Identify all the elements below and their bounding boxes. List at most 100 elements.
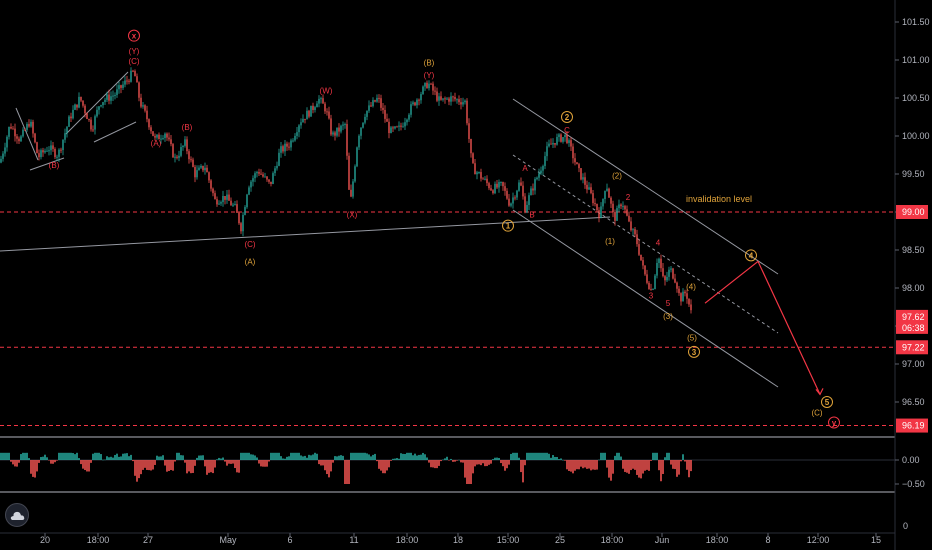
wave-label: 1 <box>506 222 511 231</box>
oscillator-bar <box>448 460 450 461</box>
wave-label: (5) <box>687 333 697 342</box>
oscillator-bar <box>48 460 50 461</box>
oscillator-bar <box>646 460 648 470</box>
candle-body <box>620 204 622 207</box>
candle-body <box>168 137 170 140</box>
price-axis[interactable]: 101.50 101.00 100.50 100.00 99.50 99.00 98.50 9… <box>895 17 930 531</box>
candle-body <box>600 206 602 218</box>
oscillator-bar <box>500 460 502 464</box>
candle-body <box>278 152 280 166</box>
oscillator-bar <box>180 455 182 460</box>
oscillator-bar <box>146 460 148 470</box>
oscillator-bar <box>182 455 184 460</box>
candle-body <box>576 162 578 165</box>
candle-body <box>414 102 416 106</box>
oscillator-bar <box>462 460 464 463</box>
candle-body <box>506 190 508 199</box>
wave-label: 5 <box>825 398 830 407</box>
candle-body <box>336 127 338 136</box>
oscillator-bar <box>324 460 326 471</box>
candle-body <box>146 110 148 120</box>
candle-body <box>186 139 188 152</box>
candle-body <box>432 83 434 91</box>
candle-body <box>2 153 4 159</box>
oscillator-bar <box>186 460 188 474</box>
candle-body <box>12 128 14 130</box>
oscillator-bar <box>686 460 688 470</box>
oscillator-bar <box>532 452 534 460</box>
oscillator-bar <box>116 453 118 460</box>
candle-body <box>32 121 34 134</box>
oscillator-bar <box>358 452 360 460</box>
candle-body <box>342 124 344 126</box>
oscillator-bar <box>660 460 662 482</box>
oscillator-bar <box>658 460 660 471</box>
oscillator-bar <box>366 453 368 460</box>
oscillator-bar <box>354 452 356 460</box>
price-level-badge <box>896 205 928 219</box>
candle-body <box>454 97 456 100</box>
oscillator-bar <box>190 460 192 474</box>
candle-body <box>526 204 528 213</box>
candle-body <box>34 133 36 143</box>
oscillator-bar <box>230 460 232 464</box>
oscillator-bar <box>252 454 254 460</box>
time-tick-label: 8 <box>765 535 770 545</box>
candle-body <box>280 146 282 153</box>
oscillator-bar <box>420 454 422 460</box>
candle-body <box>510 203 512 206</box>
candle-body <box>276 165 278 169</box>
candle-body <box>64 133 66 140</box>
wave-label: (B) <box>424 58 435 67</box>
oscillator-bar <box>220 458 222 460</box>
oscillator-bar <box>538 452 540 460</box>
wave-label: C <box>564 126 570 135</box>
time-axis[interactable]: 20 18:00 27 May 6 11 18:00 18 15:00 25 18:00 Jun 18:… <box>40 533 881 545</box>
oscillator-bar <box>444 458 446 460</box>
oscillator-bar <box>494 457 496 460</box>
oscillator-bar <box>492 459 494 460</box>
candle-body <box>402 126 404 128</box>
price-tick-label: 98.50 <box>902 245 925 255</box>
candle-body <box>444 98 446 100</box>
candle-body <box>358 135 360 148</box>
candle-body <box>602 199 604 207</box>
candle-body <box>466 100 468 124</box>
candle-body <box>94 116 96 130</box>
price-tick-label: 101.00 <box>902 55 930 65</box>
oscillator-bar <box>634 460 636 470</box>
candle-body <box>348 155 350 190</box>
oscillator-bar <box>648 460 650 471</box>
oscillator-bar <box>254 455 256 460</box>
oscillator-bar <box>418 454 420 460</box>
oscillator-bar <box>380 460 382 471</box>
tradingview-logo[interactable] <box>5 503 29 527</box>
candle-body <box>26 124 28 130</box>
oscillator-bar <box>664 457 666 460</box>
oscillator-bar <box>622 460 624 469</box>
candle-body <box>590 187 592 194</box>
oscillator-bar <box>542 452 544 460</box>
oscillator-bar <box>206 460 208 475</box>
candle-body <box>164 133 166 139</box>
candle-body <box>642 260 644 266</box>
candle-body <box>372 100 374 107</box>
oscillator-bar <box>422 452 424 460</box>
oscillator-bar <box>260 460 262 467</box>
candle-body <box>676 282 678 289</box>
oscillator-bar <box>106 456 108 460</box>
candle-body <box>190 159 192 161</box>
oscillator-bar <box>528 452 530 460</box>
candle-body <box>428 83 430 89</box>
candle-body <box>176 156 178 158</box>
candle-body <box>598 210 600 218</box>
oscillator-bar <box>508 460 510 465</box>
oscillator-bar <box>368 454 370 460</box>
oscillator-bar <box>242 452 244 460</box>
candle-body <box>24 129 26 131</box>
wave-label: (X) <box>347 210 358 219</box>
candle-body <box>408 114 410 120</box>
oscillator-bar <box>672 460 674 469</box>
wave-label: (A) <box>245 257 256 266</box>
